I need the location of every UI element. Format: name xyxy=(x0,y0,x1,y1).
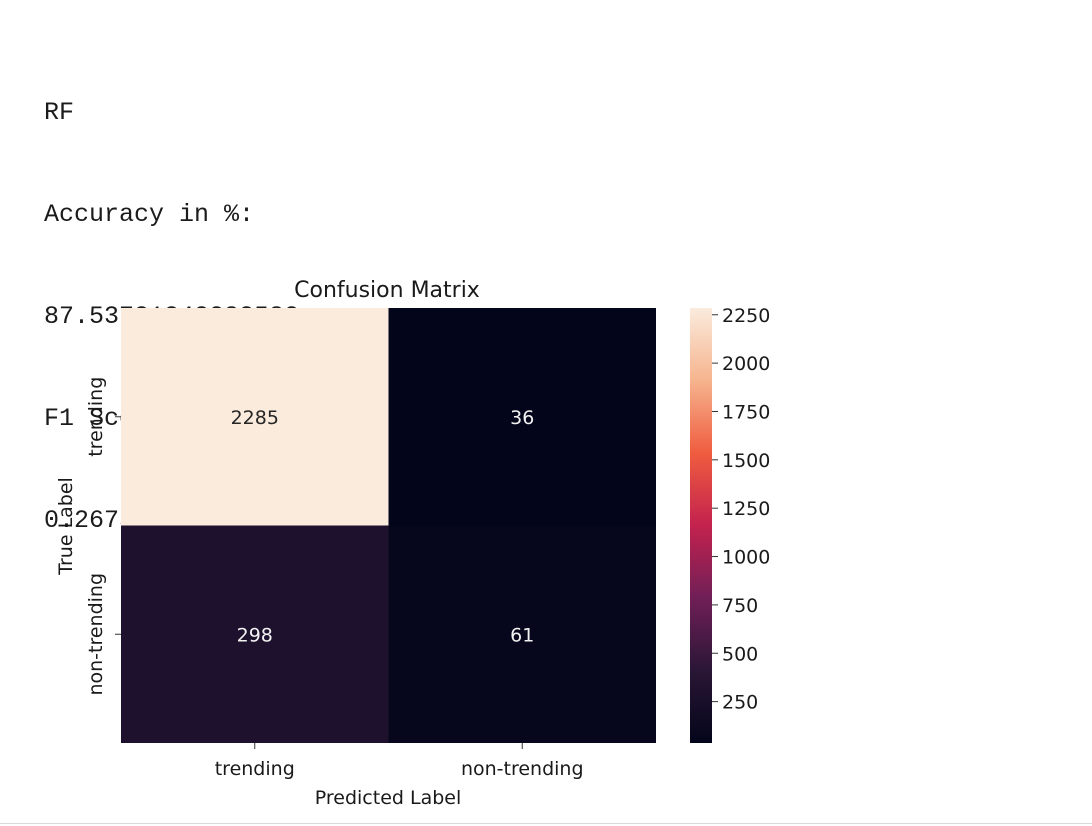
y-tick-label: non-trending xyxy=(85,573,107,696)
x-axis: trending non-trending xyxy=(215,743,584,780)
heatmap-cell xyxy=(388,308,656,526)
colorbar-tick-label: 250 xyxy=(722,692,758,714)
cell-value-label: 298 xyxy=(237,624,273,646)
confusion-matrix-figure: Confusion Matrix 2285 36 298 61 trending non… xyxy=(55,278,770,809)
colorbar-tick-label: 500 xyxy=(722,643,758,665)
heatmap-cell xyxy=(121,525,389,743)
colorbar-tick-label: 1750 xyxy=(722,401,770,423)
y-axis-label: True Label xyxy=(55,477,77,576)
cell-value-label: 2285 xyxy=(231,407,279,429)
colorbar-tick-label: 1500 xyxy=(722,450,770,472)
heatmap-cell xyxy=(121,308,389,526)
colorbar: 250 500 750 1000 1250 1500 1750 2000 2250 xyxy=(690,305,770,743)
colorbar-tick-label: 1000 xyxy=(722,547,770,569)
colorbar-tick-label: 750 xyxy=(722,595,758,617)
cell-value-label: 36 xyxy=(510,407,534,429)
heatmap-area: 2285 36 298 61 xyxy=(121,308,656,743)
model-name: RF xyxy=(44,98,75,127)
x-axis-label: Predicted Label xyxy=(315,787,462,809)
cell-divider xyxy=(0,823,1092,824)
chart-title: Confusion Matrix xyxy=(294,278,480,303)
colorbar-tick-label: 1250 xyxy=(722,498,770,520)
colorbar-tick-label: 2250 xyxy=(722,305,770,327)
x-tick-label: trending xyxy=(215,758,295,780)
colorbar-tick-label: 2000 xyxy=(722,353,770,375)
cell-value-label: 61 xyxy=(510,624,534,646)
heatmap-cell xyxy=(388,525,656,743)
y-axis: trending non-trending xyxy=(85,377,121,696)
y-tick-label: trending xyxy=(85,377,107,457)
accuracy-label: Accuracy in %: xyxy=(44,200,255,229)
colorbar-gradient xyxy=(690,308,712,743)
x-tick-label: non-trending xyxy=(461,758,584,780)
